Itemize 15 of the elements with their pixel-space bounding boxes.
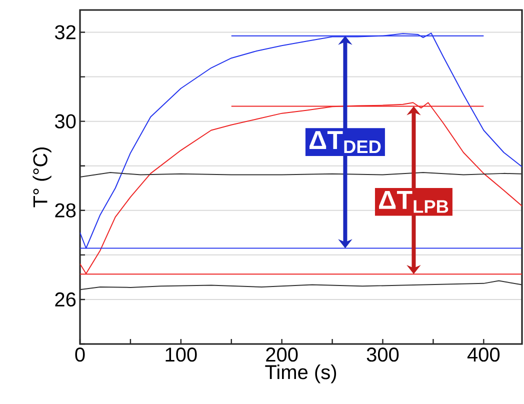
annotation: ΔT$_{LPB}$ (379, 190, 448, 213)
x-tick-label: 300 (366, 348, 399, 362)
y-axis-title: T° (°C) (32, 147, 52, 208)
x-axis-title: Time (s) (265, 364, 336, 384)
x-tick-label: 0 (75, 348, 85, 362)
annotation: ΔT$_{DED}$ (310, 131, 381, 153)
line-series (80, 32, 522, 249)
line-series (80, 102, 522, 274)
x-tick-label: 100 (166, 348, 197, 362)
x-tick-label: 400 (467, 348, 500, 362)
y-tick-label: 26 (55, 292, 76, 307)
x-tick-label: 200 (266, 348, 298, 362)
y-tick-label: 30 (54, 114, 76, 128)
y-tick-label: 32 (54, 25, 76, 40)
y-tick-label: 28 (55, 203, 76, 218)
